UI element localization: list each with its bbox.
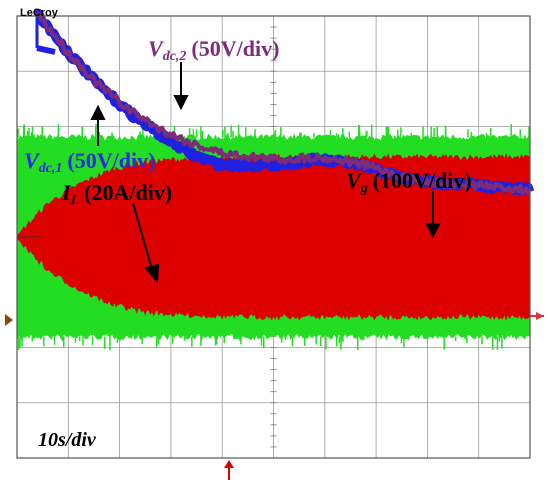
channel-markers	[5, 312, 544, 480]
vdc2-trace	[35, 11, 531, 195]
trigger-marker-head	[224, 460, 234, 468]
waveform-traces	[16, 9, 535, 351]
arrowhead-vdc1	[90, 104, 106, 120]
arrowhead-vdc2	[173, 95, 189, 111]
right-marker-arrow	[536, 312, 544, 320]
arrowhead-il	[144, 263, 160, 284]
dc-initial-segment	[36, 45, 56, 55]
scope-frame	[16, 15, 531, 459]
scope-border	[16, 15, 531, 459]
label-vg: Vg (100V/div)	[346, 168, 472, 196]
arrow-il	[132, 202, 154, 274]
label-il: IL (20A/div)	[61, 180, 172, 208]
label-vdc2: Vdc,2 (50V/div)	[148, 36, 279, 64]
arrowhead-vg	[425, 223, 441, 239]
timebase-label: 10s/div	[38, 429, 97, 451]
label-vdc1: Vdc,1 (50V/div)	[24, 148, 155, 176]
brand-logo: LeCroy	[20, 7, 59, 19]
left-marker	[5, 314, 13, 326]
annotation-arrows	[90, 62, 441, 284]
